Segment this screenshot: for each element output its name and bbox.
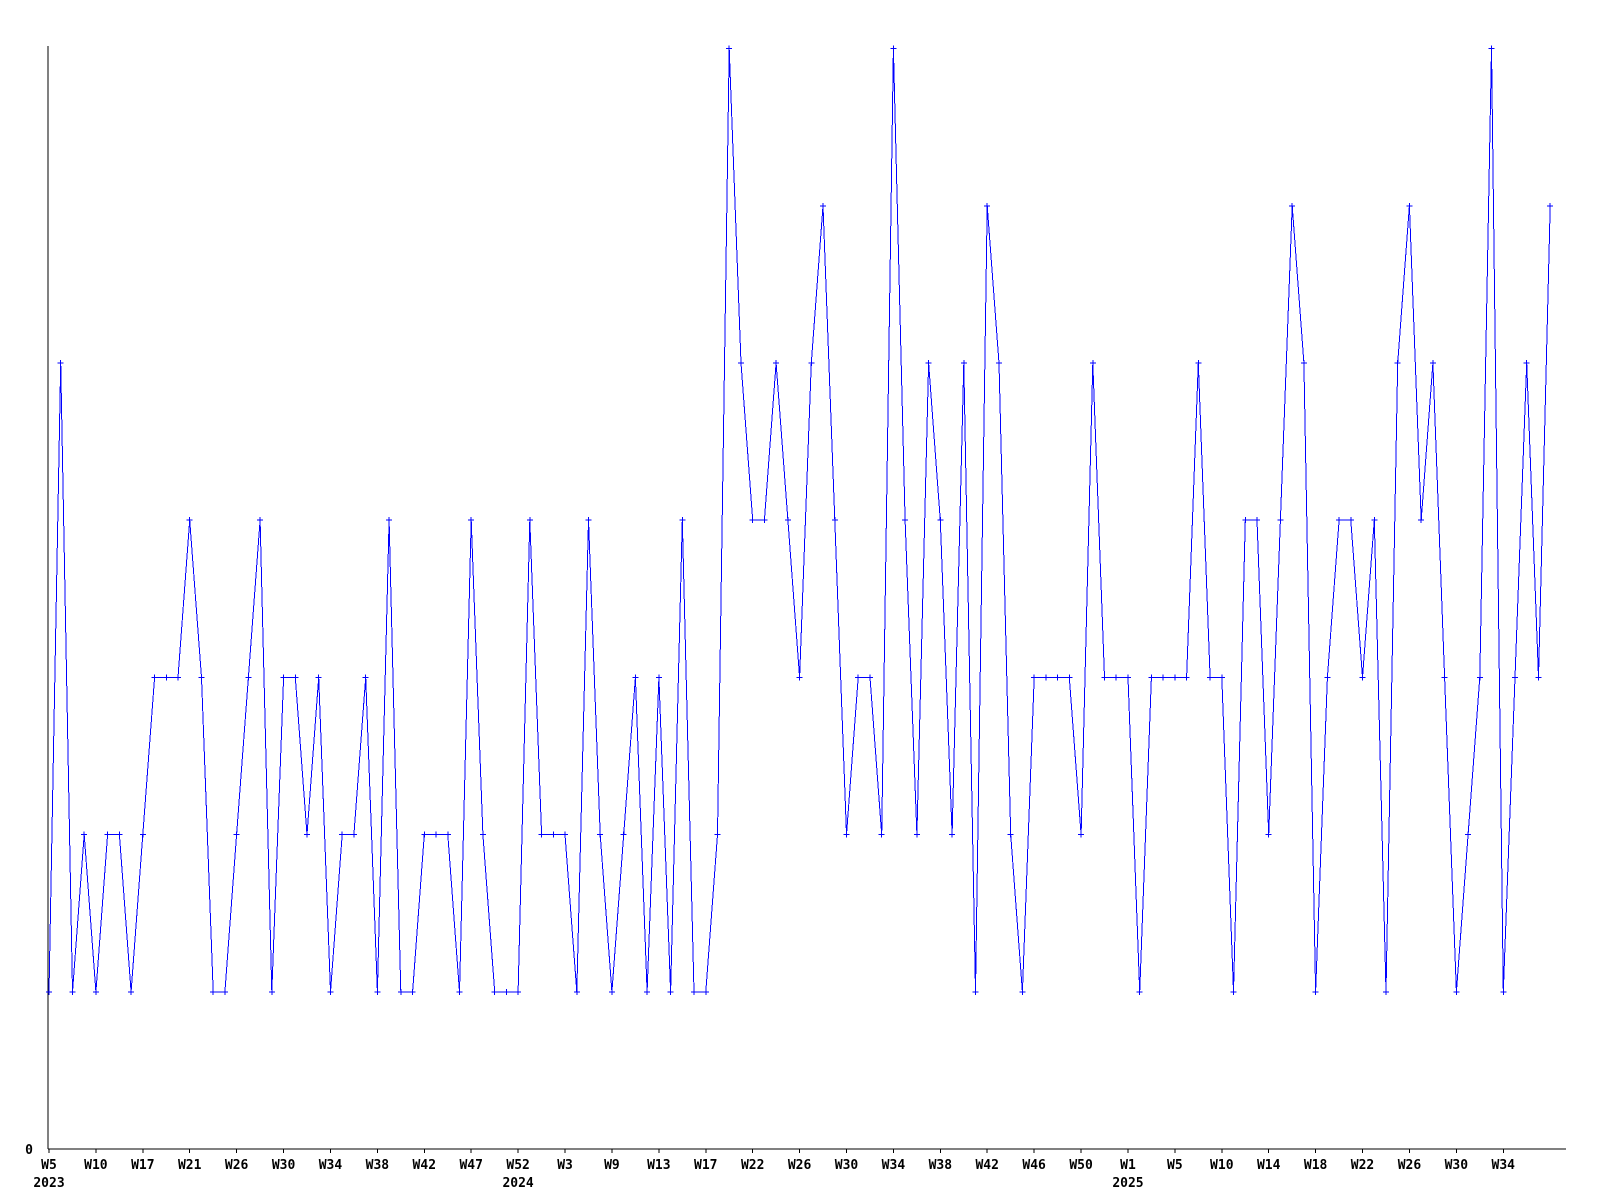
x-tick-label: W34 [319, 1158, 343, 1173]
data-point-markers [46, 45, 1554, 995]
x-tick-marks [48, 1149, 1504, 1153]
x-tick-label: W26 [225, 1158, 249, 1173]
x-tick-label: W10 [84, 1158, 108, 1173]
x-tick-label: W22 [1351, 1158, 1374, 1173]
x-tick-labels: W5 W10 W17 W21 W26 W30 W34 W38 W42 W47 W52 W3 W9 W13 W… [41, 1158, 1515, 1173]
series-group [46, 45, 1554, 995]
x-tick-label: W3 [557, 1158, 573, 1173]
x-tick-label: W5 [1167, 1158, 1183, 1173]
x-tick-label: W30 [835, 1158, 859, 1173]
x-tick-label: W52 [506, 1158, 529, 1173]
x-tick-label: W17 [694, 1158, 717, 1173]
x-year-label: 2024 [502, 1176, 533, 1191]
x-tick-label: W9 [604, 1158, 620, 1173]
year-labels: 2023 2024 2025 [33, 1176, 1143, 1191]
x-tick-label: W17 [131, 1158, 154, 1173]
x-tick-label: W21 [178, 1158, 202, 1173]
x-tick-label: W30 [1445, 1158, 1469, 1173]
x-tick-label: W42 [413, 1158, 436, 1173]
x-tick-label: W5 [41, 1158, 57, 1173]
x-tick-label: W26 [1398, 1158, 1422, 1173]
x-tick-label: W42 [975, 1158, 998, 1173]
x-year-label: 2023 [33, 1176, 64, 1191]
x-tick-label: W22 [741, 1158, 764, 1173]
x-tick-label: W10 [1210, 1158, 1234, 1173]
x-tick-label: W18 [1304, 1158, 1328, 1173]
x-tick-label: W50 [1069, 1158, 1093, 1173]
x-tick-label: W30 [272, 1158, 296, 1173]
x-tick-label: W26 [788, 1158, 812, 1173]
series-line [48, 48, 1551, 993]
x-tick-label: W13 [647, 1158, 670, 1173]
x-tick-label: W14 [1257, 1158, 1281, 1173]
x-tick-label: W38 [929, 1158, 953, 1173]
x-tick-label: W47 [459, 1158, 482, 1173]
axes [47, 46, 1566, 1150]
x-tick-label: W34 [1492, 1158, 1516, 1173]
x-year-label: 2025 [1112, 1176, 1143, 1191]
y-zero-label: 0 [25, 1143, 33, 1158]
x-tick-label: W38 [366, 1158, 390, 1173]
x-tick-label: W46 [1022, 1158, 1046, 1173]
x-tick-label: W1 [1120, 1158, 1136, 1173]
x-tick-label: W34 [882, 1158, 906, 1173]
